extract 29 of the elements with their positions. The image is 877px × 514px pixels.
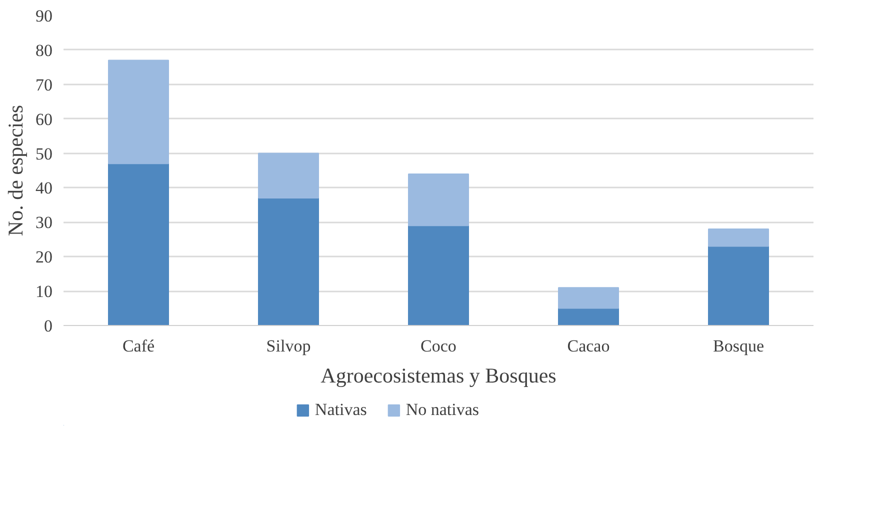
bar bbox=[408, 173, 469, 226]
legend-label: No nativas bbox=[406, 400, 480, 420]
x-axis-title: Agroecosistemas y Bosques bbox=[320, 364, 556, 388]
x-tick-label: Silvop bbox=[266, 336, 311, 356]
y-tick-label: 90 bbox=[36, 6, 52, 26]
y-tick-label: 30 bbox=[36, 213, 52, 232]
y-tick-label: 80 bbox=[36, 40, 52, 60]
x-tick-label: Bosque bbox=[713, 336, 764, 356]
y-tick-label: 50 bbox=[36, 144, 52, 164]
bar bbox=[708, 246, 769, 326]
bar bbox=[558, 308, 619, 326]
x-tick-label: Coco bbox=[420, 336, 456, 356]
x-tick-label: Cacao bbox=[567, 336, 610, 356]
x-tick-label: Café bbox=[122, 336, 155, 356]
bar bbox=[108, 163, 169, 326]
bar bbox=[408, 225, 469, 326]
y-tick-label: 10 bbox=[36, 282, 52, 302]
y-tick-label: 70 bbox=[36, 75, 52, 94]
y-axis-title: No. de especies bbox=[4, 104, 28, 236]
y-tick-label: 0 bbox=[44, 316, 52, 336]
legend-label: Nativas bbox=[314, 400, 367, 420]
y-tick-label: 40 bbox=[36, 178, 52, 198]
y-tick-label: 60 bbox=[36, 110, 52, 129]
bar bbox=[708, 228, 769, 247]
bar bbox=[558, 287, 619, 309]
bar bbox=[108, 60, 169, 164]
y-tick-label: 20 bbox=[36, 248, 52, 267]
bar bbox=[258, 198, 319, 326]
bar bbox=[258, 152, 319, 199]
